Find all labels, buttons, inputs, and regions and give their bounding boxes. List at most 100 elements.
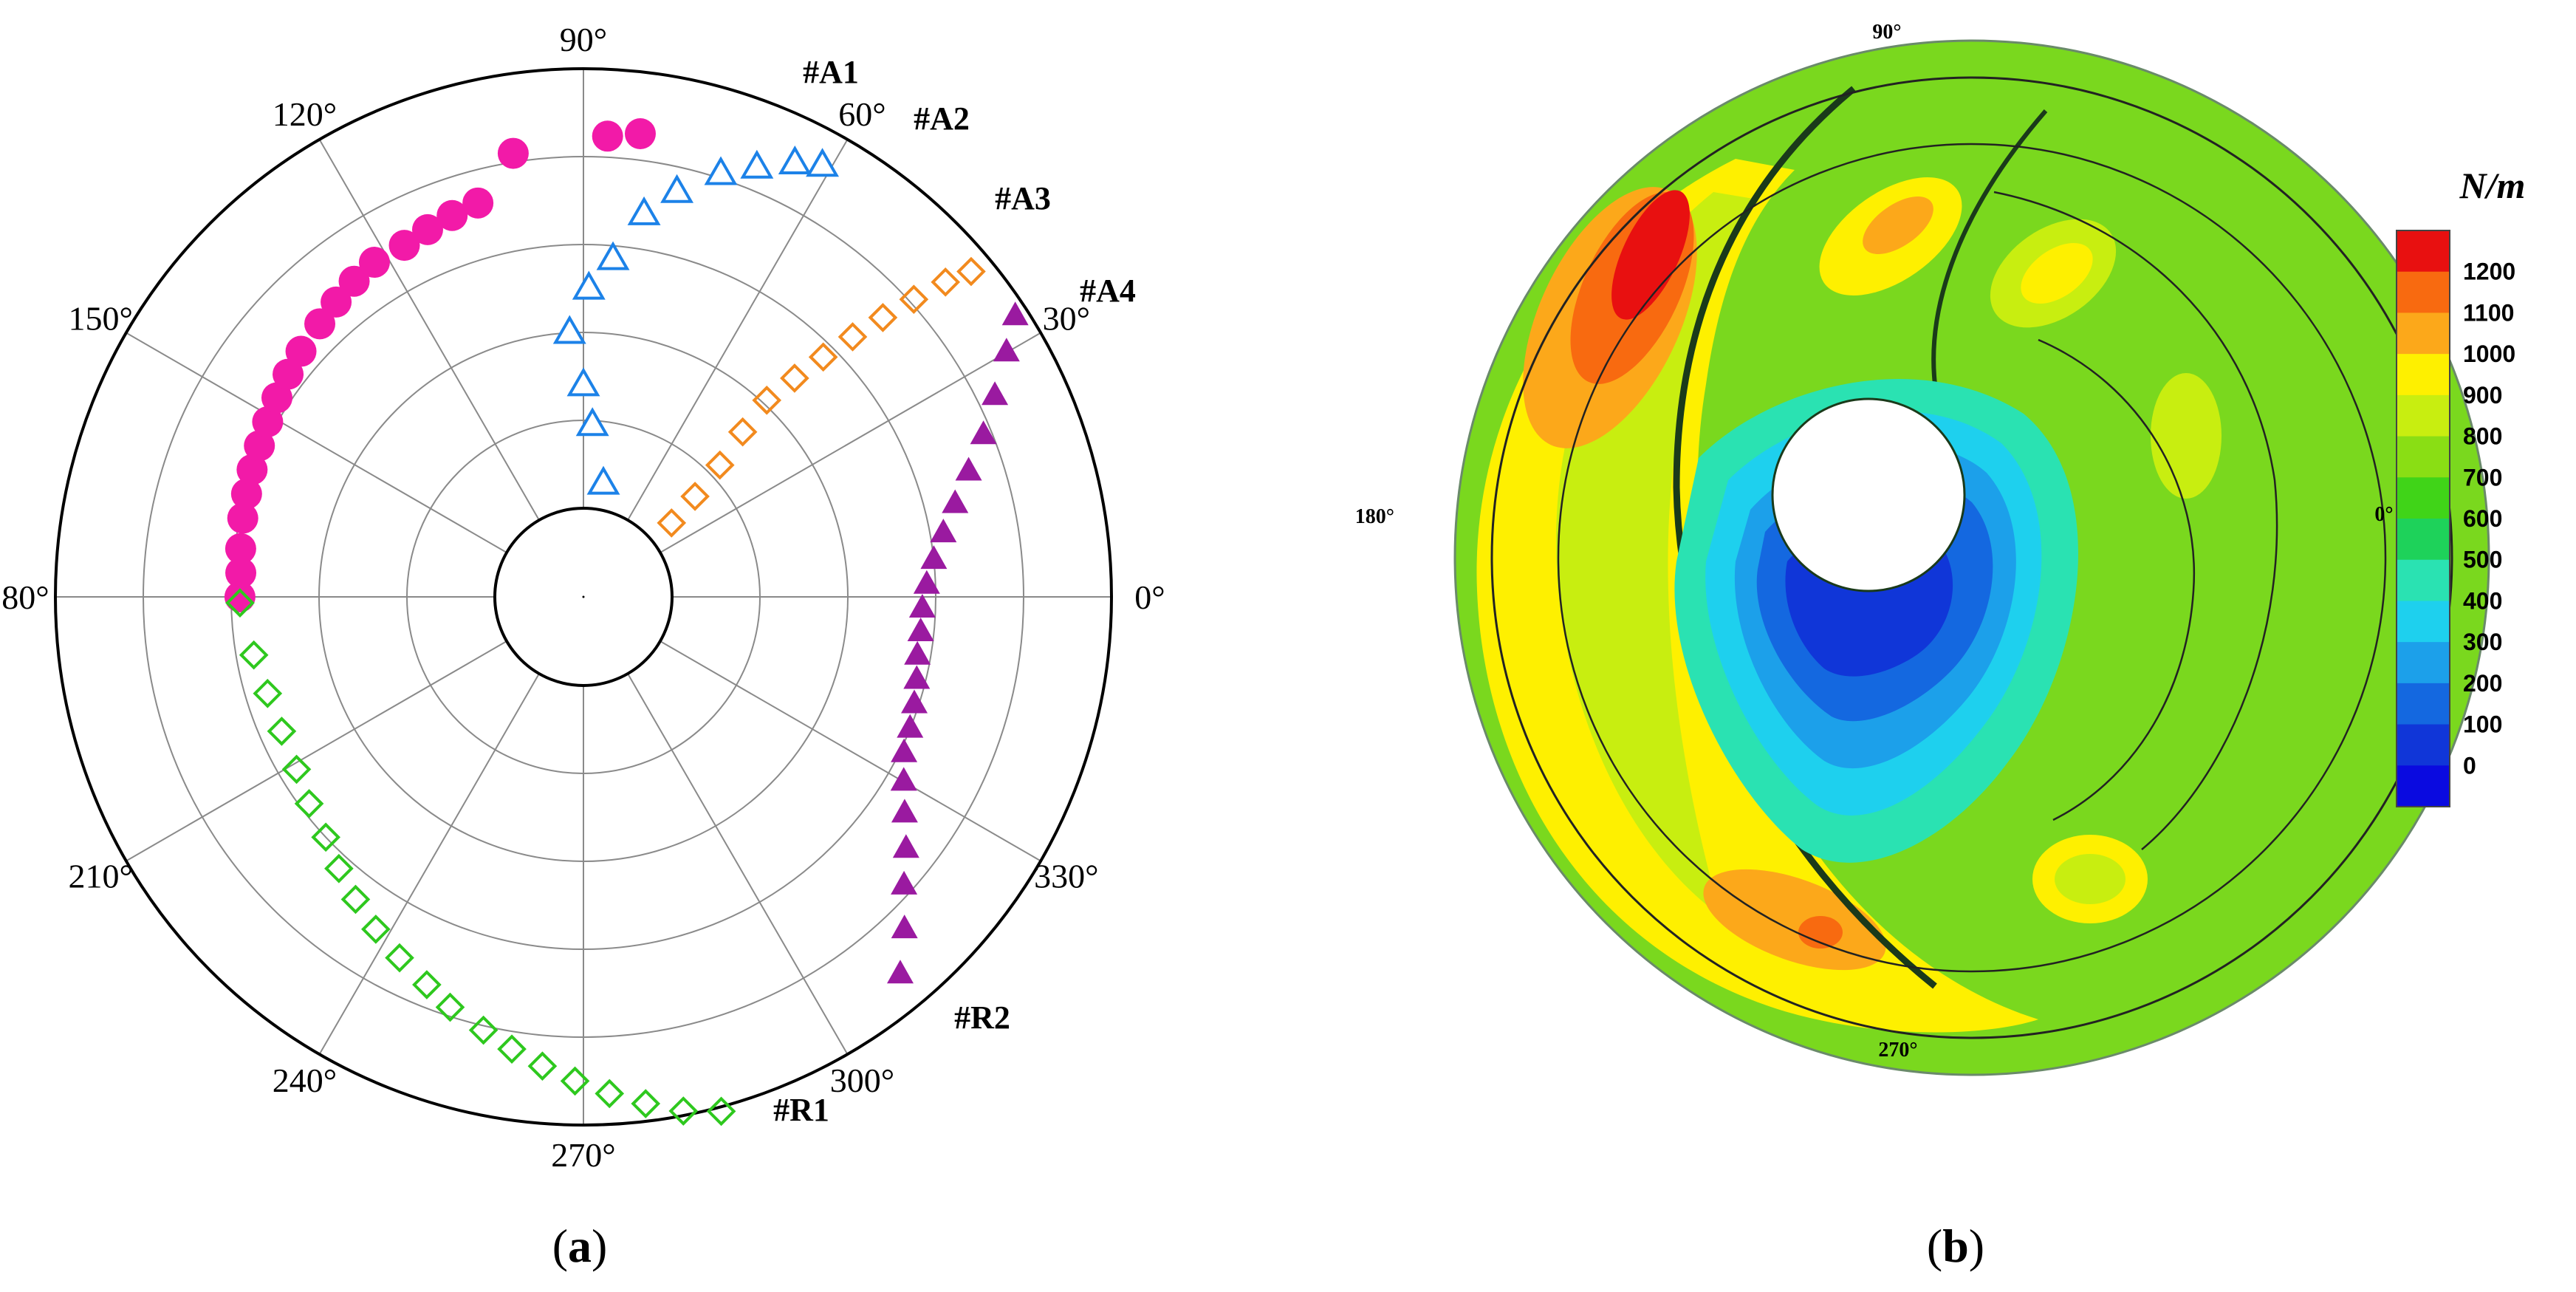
colorbar-swatch [2397, 436, 2450, 478]
contour-line [1557, 143, 2387, 973]
polar-outer-ring [54, 67, 1113, 1127]
colorbar-tick: 1000 [2463, 341, 2515, 367]
data-point [886, 960, 914, 984]
map-angle-0: 0° [2374, 503, 2393, 526]
colorbar-swatch [2397, 683, 2450, 725]
data-point [837, 322, 868, 352]
data-point [586, 465, 620, 495]
data-point [281, 754, 312, 785]
data-point [903, 665, 931, 689]
data-point [572, 270, 606, 300]
data-point [285, 335, 317, 367]
contour-line [2038, 338, 2196, 821]
data-point [900, 689, 928, 714]
data-point [462, 187, 494, 219]
data-point [899, 284, 929, 315]
caption-b: (b) [1927, 1220, 1984, 1272]
polar-chart: 0° 30° 60° 90° 120° 150° 180° 210° 240° 270° 300° 3… [0, 21, 1165, 1174]
colorbar: N/m 120011001000900800700600500400300200… [2396, 165, 2525, 807]
colorbar-tick: 200 [2463, 670, 2502, 697]
colorbar-swatch [2397, 765, 2450, 807]
data-point [244, 430, 275, 462]
colorbar-tick: 400 [2463, 587, 2502, 614]
colorbar-swatch [2397, 519, 2450, 561]
data-point [740, 149, 774, 179]
colorbar-swatch [2397, 559, 2450, 601]
data-point [955, 457, 982, 481]
colorbar-tick: 100 [2463, 711, 2502, 738]
data-point [705, 450, 735, 480]
data-point [560, 1066, 590, 1096]
series-label: #A4 [1080, 273, 1136, 309]
data-point [596, 241, 630, 270]
series-label: #R1 [773, 1092, 829, 1128]
colorbar-tick: 900 [2463, 382, 2502, 409]
series-r1 [225, 588, 736, 1127]
colorbar-swatch [2397, 601, 2450, 643]
colorbar-tick: 300 [2463, 629, 2502, 655]
data-point [236, 454, 268, 485]
data-point [436, 199, 468, 231]
contour-map: 90° 180° 0° 270° [1355, 21, 2490, 1076]
data-point [993, 338, 1020, 362]
data-point [252, 406, 284, 437]
data-point [907, 617, 934, 641]
series-a3 [657, 256, 986, 538]
data-point [956, 256, 986, 287]
data-point [225, 557, 257, 589]
colorbar-swatch [2397, 477, 2450, 519]
data-point [908, 594, 936, 618]
peak-low-right-core [2055, 854, 2125, 904]
series-label: #A1 [803, 54, 859, 90]
colorbar-swatch [2397, 230, 2450, 273]
colorbar-swatch [2397, 354, 2450, 396]
data-point [227, 502, 258, 534]
data-point [668, 1096, 699, 1126]
polar-angle-label: 300° [830, 1062, 894, 1099]
data-point [412, 970, 442, 999]
polar-angle-label: 150° [68, 300, 132, 338]
data-point [891, 870, 918, 895]
data-point [468, 1015, 499, 1045]
polar-angle-label: 330° [1034, 858, 1098, 895]
contour-line [1993, 191, 2278, 850]
data-point [340, 884, 371, 915]
colorbar-tick: 500 [2463, 547, 2502, 573]
peak-left-core [1611, 190, 1690, 320]
data-point [970, 420, 997, 445]
colorbar-tick: 0 [2463, 752, 2476, 779]
polar-angle-label: 270° [551, 1136, 615, 1174]
blade-trailing [1931, 109, 2048, 385]
data-point [704, 156, 738, 185]
data-point [727, 417, 758, 447]
data-point [497, 1034, 527, 1064]
data-point [982, 381, 1009, 406]
data-point [294, 789, 324, 818]
data-point [304, 308, 336, 340]
polar-angle-label: 240° [273, 1062, 337, 1099]
data-point [942, 489, 969, 513]
data-point [660, 174, 694, 203]
series-label: #R2 [954, 999, 1010, 1036]
polar-angle-label: 30° [1043, 300, 1090, 338]
data-point [806, 148, 840, 177]
contour-line [1490, 76, 2453, 1039]
map-outline [1453, 39, 2490, 1076]
colorbar-tick: 600 [2463, 505, 2502, 532]
series-a2 [552, 145, 840, 495]
map-angle-270: 270° [1878, 1039, 1917, 1062]
data-point [225, 533, 256, 564]
data-point [253, 678, 283, 708]
data-point [566, 367, 600, 397]
data-point [575, 407, 609, 437]
polar-spoke [126, 332, 507, 553]
data-point [931, 267, 961, 297]
data-point [627, 196, 661, 225]
polar-spoke [318, 673, 540, 1055]
data-point [324, 853, 354, 883]
data-point [595, 1079, 625, 1109]
colorbar-swatch [2397, 724, 2450, 766]
polar-spoke [318, 139, 540, 521]
